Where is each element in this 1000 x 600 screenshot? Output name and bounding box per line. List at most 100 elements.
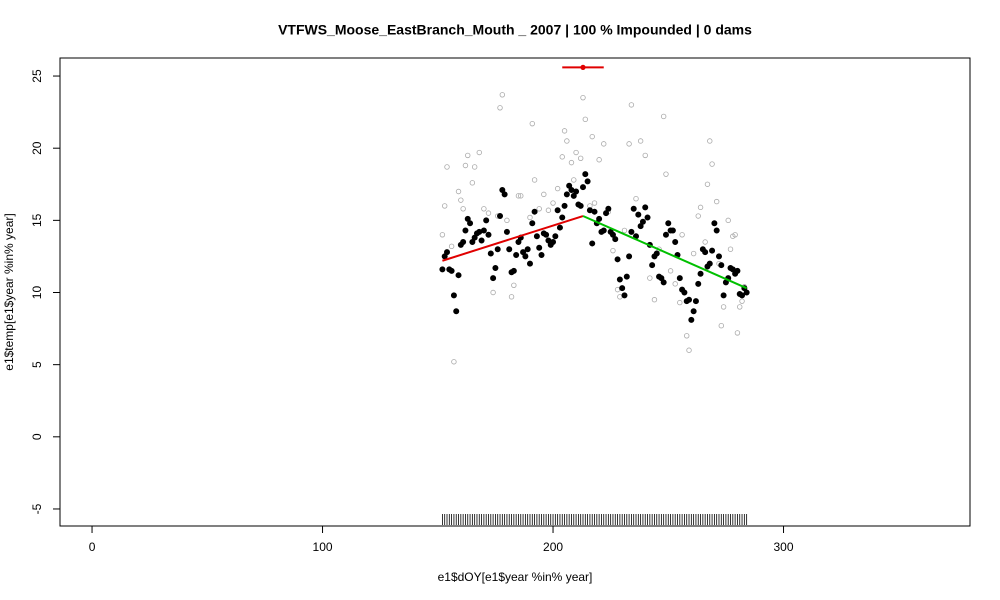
point	[720, 304, 727, 310]
point	[628, 228, 635, 235]
point	[529, 120, 535, 127]
point	[536, 206, 542, 212]
point	[662, 231, 669, 238]
point	[550, 238, 557, 245]
y-tick-label: 0	[30, 433, 44, 440]
point	[630, 205, 637, 212]
point	[642, 152, 648, 159]
point	[718, 322, 724, 329]
point	[580, 94, 586, 101]
point	[677, 299, 683, 306]
point	[481, 206, 487, 212]
point	[499, 92, 506, 98]
point	[556, 224, 563, 231]
point	[660, 279, 667, 286]
point	[591, 200, 598, 206]
point	[550, 200, 556, 206]
x-tick-label: 200	[543, 540, 563, 554]
y-tick-label: 5	[30, 361, 44, 368]
point	[480, 227, 487, 234]
point	[444, 164, 450, 170]
point	[695, 213, 701, 219]
point	[702, 249, 709, 256]
point	[633, 196, 639, 202]
point	[647, 275, 653, 281]
point	[503, 228, 510, 235]
point	[649, 262, 656, 269]
point	[697, 270, 704, 277]
point	[616, 276, 623, 283]
point	[469, 180, 476, 186]
point	[596, 215, 603, 222]
point	[561, 128, 568, 134]
point	[584, 178, 591, 185]
point	[621, 292, 628, 299]
point	[672, 238, 679, 245]
point	[524, 246, 531, 253]
point	[688, 316, 695, 323]
point	[692, 298, 699, 305]
point	[559, 214, 566, 221]
point	[589, 240, 596, 247]
point	[690, 250, 697, 257]
point	[651, 297, 658, 303]
point	[448, 267, 455, 274]
y-tick-label: -5	[30, 503, 44, 514]
point	[718, 262, 725, 269]
point	[628, 102, 635, 108]
point	[739, 298, 745, 304]
point	[497, 105, 503, 111]
point	[614, 256, 621, 263]
point	[573, 188, 580, 195]
point	[684, 333, 690, 339]
point	[639, 218, 646, 225]
point	[600, 227, 607, 234]
point	[478, 237, 485, 244]
point	[455, 188, 462, 195]
point	[439, 266, 446, 273]
point	[582, 116, 589, 123]
point	[676, 275, 683, 282]
point	[665, 220, 672, 227]
point	[713, 198, 720, 205]
point	[568, 159, 575, 166]
point	[626, 141, 632, 147]
point	[612, 236, 619, 243]
point	[527, 214, 533, 221]
point	[492, 264, 499, 271]
y-tick-label: 25	[30, 69, 44, 83]
point	[511, 282, 517, 288]
point	[635, 211, 642, 218]
point	[487, 250, 494, 257]
x-axis-label: e1$dOY[e1$year %in% year]	[438, 570, 593, 584]
point	[510, 267, 517, 274]
point	[460, 206, 466, 212]
point	[476, 149, 482, 156]
point	[577, 155, 584, 161]
point	[642, 204, 649, 211]
point	[518, 193, 524, 199]
point	[704, 181, 711, 187]
point	[531, 208, 538, 215]
point	[455, 272, 462, 279]
point	[711, 220, 718, 227]
point	[672, 281, 678, 287]
point	[697, 204, 704, 211]
point	[619, 285, 626, 292]
point	[681, 289, 688, 296]
point	[737, 304, 743, 310]
point	[506, 246, 513, 253]
point	[554, 185, 561, 192]
y-axis-label: e1$temp[e1$year %in% year]	[2, 213, 16, 370]
point	[621, 227, 628, 234]
point	[508, 294, 515, 300]
point	[471, 164, 478, 170]
point	[577, 202, 584, 209]
point	[538, 251, 545, 258]
point	[679, 232, 685, 238]
point	[667, 268, 674, 274]
point	[690, 308, 697, 315]
y-tick-label: 15	[30, 213, 44, 227]
point	[497, 213, 504, 220]
x-tick-label: 300	[774, 540, 794, 554]
